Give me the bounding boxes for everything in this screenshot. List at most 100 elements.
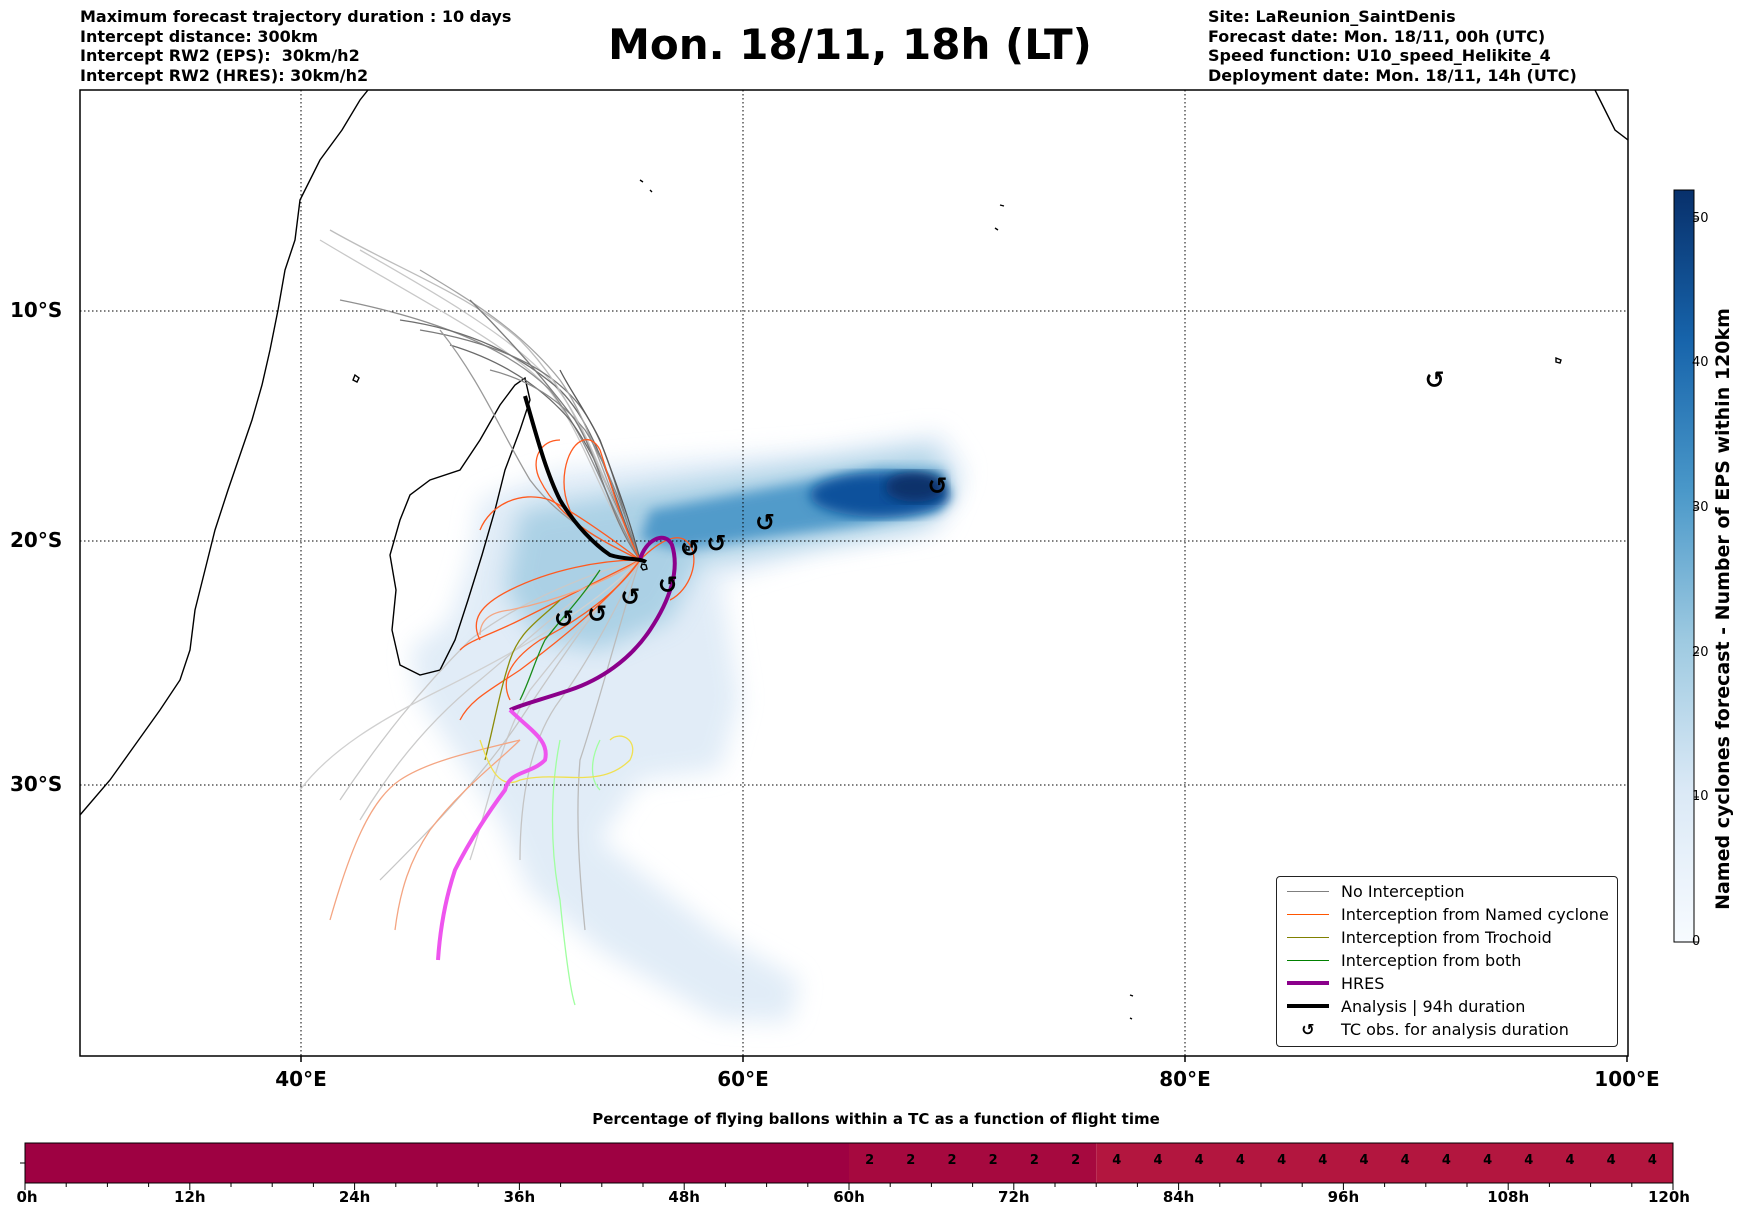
lon-label-40e: 40°E — [275, 1067, 327, 1091]
flight-bar-tick-label: 48h — [668, 1188, 700, 1206]
trajectories-named-cyclone — [459, 438, 695, 721]
colorbar-tick-20: 20 — [1692, 645, 1709, 660]
flight-bar-cell-value: 4 — [1153, 1153, 1163, 1168]
colorbar-tick-50: 50 — [1692, 211, 1709, 226]
lat-label-30s: 30°S — [10, 772, 63, 796]
tc-obs-layer: ↺ ↺↺ ↺↺ ↺↺↺↺ — [554, 366, 1445, 633]
legend-label: Interception from Trochoid — [1341, 927, 1552, 947]
header-right-info: Site: LaReunion_SaintDenis Forecast date… — [1208, 7, 1577, 85]
tc-obs-marker: ↺ — [680, 534, 700, 562]
lat-label-10s: 10°S — [10, 298, 63, 322]
legend-item-no-interception: No Interception — [1287, 880, 1465, 902]
comoros-island — [352, 373, 360, 383]
flight-bar-cell-value: 4 — [1112, 1153, 1122, 1168]
legend-label: TC obs. for analysis duration — [1341, 1019, 1569, 1039]
tc-obs-marker: ↺ — [706, 529, 726, 557]
flight-bar-cell-value: 4 — [1400, 1153, 1410, 1168]
hres-trajectory — [509, 535, 677, 712]
flight-bar-cell-value: 2 — [906, 1153, 916, 1168]
legend: No Interception Interception from Named … — [1276, 876, 1618, 1047]
flight-bar-tick-label: 60h — [833, 1188, 865, 1206]
kerguelen-outline — [1129, 994, 1134, 1020]
flight-bar-tick-label: 24h — [338, 1188, 371, 1206]
flight-bar-cell-value: 4 — [1441, 1153, 1451, 1168]
tc-obs-marker: ↺ — [554, 605, 574, 633]
flight-bar-segment — [849, 1143, 1097, 1183]
legend-item-both: Interception from both — [1287, 949, 1521, 971]
cyclone-symbol-icon: ↺ — [1301, 1019, 1315, 1039]
max-duration-line: Maximum forecast trajectory duration : 1… — [80, 7, 512, 26]
flight-bar-cell-value: 2 — [1029, 1153, 1039, 1168]
lon-label-80e: 80°E — [1159, 1067, 1211, 1091]
colorbar-tick-0: 0 — [1692, 934, 1701, 949]
flight-bar-cell-value: 4 — [1647, 1153, 1657, 1168]
flight-bar-tick-label: 84h — [1162, 1188, 1195, 1206]
intercept-hres-line: Intercept RW2 (HRES): 30km/h2 — [80, 65, 369, 85]
flight-bar-tick-label: 72h — [998, 1188, 1030, 1206]
deployment-date-line: Deployment date: Mon. 18/11, 14h (UTC) — [1208, 65, 1577, 85]
map-panel: ↺ ↺↺ ↺↺ ↺↺↺↺ — [80, 90, 1628, 1056]
tc-obs-marker: ↺ — [620, 583, 640, 611]
flight-bar-tick-label: 108h — [1487, 1188, 1530, 1206]
flight-bar-cell-value: 2 — [865, 1153, 875, 1168]
asia-coastline — [1594, 90, 1628, 141]
lat-label-20s: 20°S — [10, 528, 63, 552]
madagascar-coastline — [389, 376, 531, 676]
map-frame — [79, 89, 1629, 1057]
flight-bar-cell-value: 2 — [1071, 1153, 1081, 1168]
legend-swatch — [1287, 1004, 1329, 1008]
legend-swatch — [1287, 981, 1329, 985]
colorbar-tick-10: 10 — [1692, 789, 1709, 804]
hres-trajectory-late — [436, 708, 548, 961]
lon-label-60e: 60°E — [717, 1067, 769, 1091]
trajectories-no-interception — [299, 229, 641, 931]
tc-obs-marker: ↺ — [587, 600, 607, 628]
legend-label: Interception from both — [1341, 950, 1522, 970]
rodrigues-island — [1555, 356, 1562, 364]
flight-bar-cell-value: 4 — [1565, 1153, 1575, 1168]
trajectories-yellow — [479, 735, 634, 784]
map-ticks — [300, 1056, 1628, 1062]
trajectories-both — [519, 569, 601, 1006]
trajectories-named-cyclone-light — [329, 559, 641, 931]
legend-swatch — [1287, 936, 1329, 938]
page-title: Mon. 18/11, 18h (LT) — [608, 20, 1092, 69]
legend-label: No Interception — [1341, 881, 1465, 901]
flight-bar — [20, 1142, 1674, 1190]
legend-item-hres: HRES — [1287, 972, 1384, 994]
tc-obs-marker: ↺ — [1425, 366, 1445, 394]
mauritius-island — [685, 545, 690, 551]
graticule — [80, 90, 1628, 1056]
legend-label: Interception from Named cyclone — [1341, 904, 1609, 924]
legend-swatch — [1287, 913, 1329, 915]
coastlines — [80, 90, 1628, 1020]
flight-bar-cell-value: 4 — [1277, 1153, 1287, 1168]
legend-item-tc-obs: ↺ TC obs. for analysis duration — [1287, 1018, 1569, 1040]
flight-bar-cell-value: 2 — [988, 1153, 998, 1168]
flight-bar-cell-value: 4 — [1524, 1153, 1534, 1168]
colorbar-tick-30: 30 — [1692, 500, 1709, 515]
flight-bar-cell-value: 4 — [1194, 1153, 1204, 1168]
forecast-date-line: Forecast date: Mon. 18/11, 00h (UTC) — [1208, 26, 1546, 46]
legend-item-analysis: Analysis | 94h duration — [1287, 995, 1525, 1017]
legend-label: Analysis | 94h duration — [1341, 996, 1526, 1016]
tc-obs-marker: ↺ — [927, 472, 947, 500]
trajectories-trochoid — [484, 599, 561, 761]
analysis-trajectory — [523, 395, 648, 564]
legend-swatch — [1287, 959, 1329, 961]
flight-bar-cell-value: 2 — [947, 1153, 957, 1168]
legend-item-trochoid: Interception from Trochoid — [1287, 926, 1552, 948]
legend-item-named-cyclone: Interception from Named cyclone — [1287, 903, 1609, 925]
tc-obs-marker: ↺ — [658, 571, 678, 599]
reunion-island — [640, 563, 648, 571]
flight-bar-segment — [25, 1143, 849, 1183]
flight-bar-cell-value: 4 — [1359, 1153, 1369, 1168]
flight-bar-title: Percentage of flying ballons within a TC… — [592, 1110, 1160, 1128]
colorbar-gradient — [1673, 189, 1695, 943]
flight-bar-cell-value: 4 — [1606, 1153, 1616, 1168]
density-core-peak — [885, 472, 945, 502]
lon-label-100e: 100°E — [1594, 1067, 1660, 1091]
legend-label: HRES — [1341, 973, 1385, 993]
intercept-distance-line: Intercept distance: 300km — [80, 26, 319, 46]
